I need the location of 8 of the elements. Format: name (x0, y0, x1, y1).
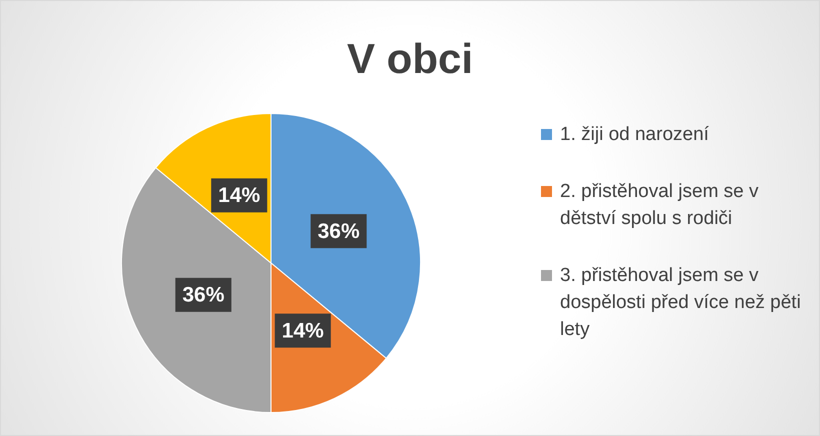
data-label: 36% (182, 284, 225, 307)
legend-label: 1. žiji od narození (560, 123, 709, 147)
data-label: 14% (282, 319, 324, 342)
chart-title: V obci (346, 35, 474, 83)
data-label: 36% (318, 220, 360, 243)
data-label: 14% (218, 184, 261, 208)
legend-label: 2. přistěhoval jsem se v dětství spolu s rodiči (560, 180, 760, 231)
legend-label: 3. přistěhoval jsem se v dospělosti před více než pěti lety (560, 264, 802, 342)
